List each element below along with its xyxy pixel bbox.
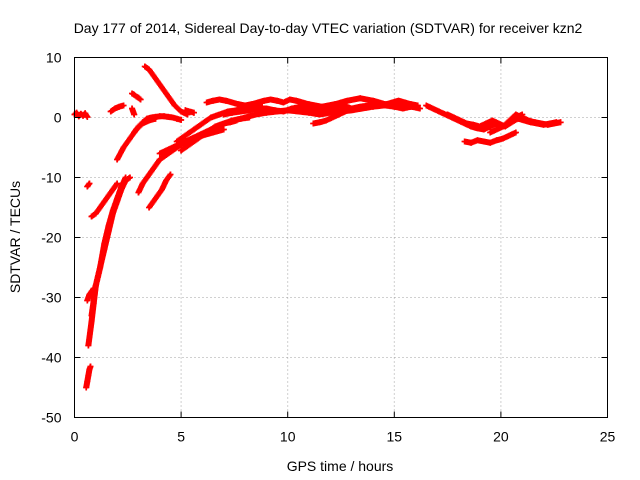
y-tick-label: -10 — [41, 170, 61, 186]
x-tick-label: 10 — [280, 429, 296, 445]
y-tick-label: -30 — [41, 290, 61, 306]
data-series-arc-3 — [83, 363, 94, 391]
grid-layer — [74, 57, 608, 418]
data-series-arc-15 — [146, 171, 174, 211]
data-point-trail — [129, 90, 144, 103]
y-axis-label: SDTVAR / TECUs — [7, 181, 23, 293]
chart-title: Day 177 of 2014, Sidereal Day-to-day VTE… — [74, 20, 583, 36]
data-point-trail — [182, 107, 197, 116]
data-layer — [71, 63, 564, 391]
data-series-arc-27 — [487, 111, 526, 136]
data-point-trail — [131, 113, 185, 136]
x-tick-label: 20 — [493, 429, 509, 445]
data-series-arc-23 — [310, 105, 355, 127]
data-series-arc-2 — [84, 180, 93, 190]
data-point-trail — [129, 105, 138, 118]
data-series-arc-11 — [129, 105, 138, 118]
data-point-trail — [88, 174, 129, 319]
data-series-arc-10 — [129, 90, 144, 103]
x-tick-label: 5 — [177, 429, 185, 445]
x-axis-label: GPS time / hours — [287, 458, 394, 474]
y-tick-label: 10 — [46, 50, 62, 66]
data-point-trail — [146, 171, 174, 211]
tick-label-layer: 0 5 10 15 20 25 -50 -40 -30 -20 -10 0 10 — [41, 50, 615, 445]
tick-layer — [74, 57, 608, 418]
x-tick-label: 25 — [600, 429, 616, 445]
data-point-trail — [84, 180, 93, 190]
data-point-trail — [487, 111, 526, 136]
data-series-arc-5 — [85, 174, 133, 349]
data-point-trail — [141, 63, 191, 118]
data-point-trail — [88, 180, 121, 220]
data-series-arc-6 — [88, 174, 129, 319]
data-point-trail — [85, 174, 133, 349]
y-tick-label: -20 — [41, 230, 61, 246]
data-series-arc-7 — [88, 180, 121, 220]
y-tick-label: 0 — [54, 110, 62, 126]
x-tick-label: 15 — [387, 429, 403, 445]
data-point-trail — [107, 102, 127, 115]
data-series-arc-9 — [114, 115, 159, 163]
data-series-arc-26 — [461, 129, 519, 146]
data-point-trail — [231, 101, 419, 124]
data-series-arc-13 — [131, 113, 185, 136]
data-series-arc-8 — [107, 102, 127, 115]
data-series-arc-19 — [182, 107, 197, 116]
data-point-trail — [310, 105, 355, 127]
y-tick-label: -50 — [41, 410, 61, 426]
data-point-trail — [461, 129, 519, 146]
data-point-trail — [83, 363, 94, 391]
data-series-arc-22 — [231, 101, 419, 124]
data-series-arc-1 — [71, 109, 91, 120]
data-series-arc-12 — [141, 63, 191, 118]
y-tick-label: -40 — [41, 350, 61, 366]
x-tick-label: 0 — [71, 429, 79, 445]
data-point-trail — [114, 115, 159, 163]
